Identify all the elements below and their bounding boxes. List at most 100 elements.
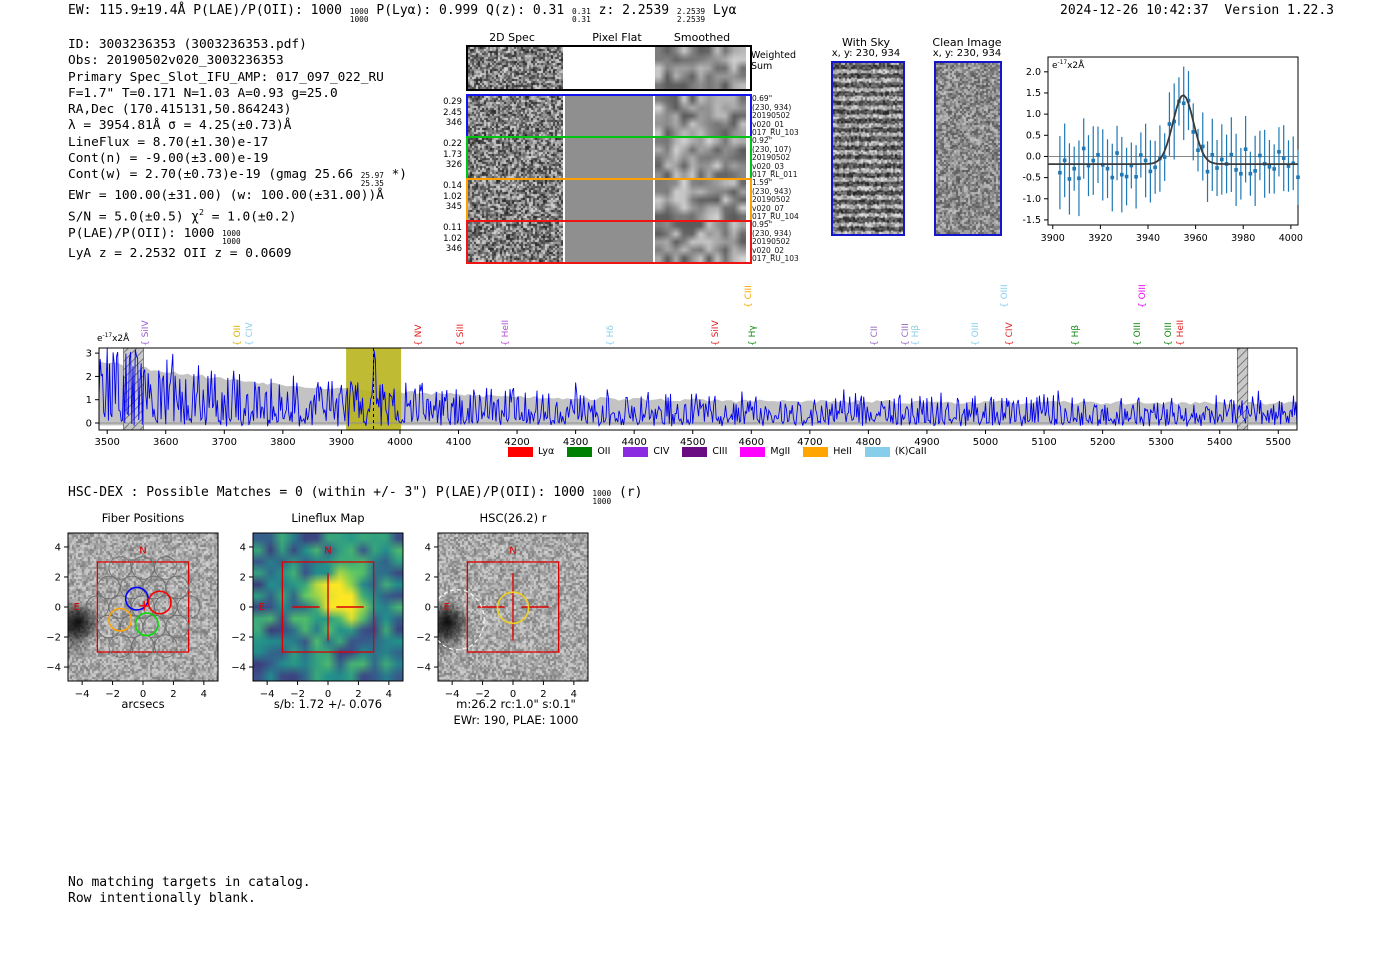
data-point bbox=[1277, 150, 1281, 154]
data-point bbox=[1239, 171, 1243, 176]
text-segment: (r) bbox=[611, 485, 643, 500]
emission-line-label: { SiIV bbox=[711, 320, 722, 346]
hsc-dex-line: HSC-DEX : Possible Matches = 0 (within +… bbox=[68, 485, 642, 506]
spec2d-row-left-labels: 0.29 2.45 346 bbox=[428, 97, 462, 129]
emission-line-label: { CIII bbox=[744, 285, 755, 308]
right-label-line: 0.92" bbox=[752, 136, 773, 145]
data-point bbox=[1091, 158, 1096, 163]
right-label-line: 20190502 bbox=[752, 237, 791, 247]
y-tick-label: 0.5 bbox=[1026, 130, 1041, 141]
data-point bbox=[1181, 101, 1186, 106]
emission-line-label: { SiII bbox=[456, 323, 467, 346]
x-tick-label: 3900 bbox=[1041, 233, 1065, 244]
legend-label: HeII bbox=[833, 446, 852, 457]
x-tick-label: −2 bbox=[290, 689, 305, 700]
fraction-bottom: 1000 bbox=[592, 496, 612, 506]
superscript: 2 bbox=[198, 207, 204, 217]
left-label-line: 0.11 bbox=[443, 223, 462, 233]
spec2d-row bbox=[466, 45, 752, 91]
cutout-overlay: −4 −4 −2 −2 0 0 2 2 4 4 N E bbox=[46, 532, 219, 700]
left-label-line: 1.02 bbox=[443, 191, 462, 202]
footer-line: No matching targets in catalog. bbox=[68, 875, 311, 890]
spec2d-row-smoothed-image bbox=[655, 222, 746, 262]
compass-north-label: N bbox=[324, 546, 331, 557]
data-point bbox=[1191, 130, 1196, 134]
selected-fiber-circle bbox=[108, 607, 133, 632]
text-segment: e bbox=[1052, 61, 1058, 71]
left-label-line: 0.14 bbox=[443, 181, 462, 191]
fraction-bottom: 2.2539 bbox=[676, 14, 706, 24]
text-segment: *) bbox=[383, 167, 408, 182]
text-segment: F=1.7" T=0.171 N=1.03 A=0.93 g=25.0 bbox=[68, 85, 338, 101]
y-tick-label: 3 bbox=[86, 349, 92, 360]
text-segment: P(Lyα): 0.999 Q(z): 0.31 bbox=[368, 3, 573, 18]
data-point bbox=[1139, 153, 1143, 157]
spec2d-header-smoothed: Smoothed bbox=[673, 31, 731, 44]
x-tick-label: 4100 bbox=[446, 437, 471, 448]
compass-east-label: E bbox=[259, 602, 265, 613]
x-tick-label: −2 bbox=[105, 689, 120, 700]
y-tick-label: -1.0 bbox=[1022, 194, 1041, 205]
cutout-title: Fiber Positions bbox=[101, 511, 185, 525]
x-tick-label: 4000 bbox=[1279, 233, 1303, 244]
fraction-top: 1000 bbox=[592, 488, 612, 498]
x-tick-label: 5300 bbox=[1148, 437, 1173, 448]
fiber-circle bbox=[97, 575, 121, 600]
emission-line-label: { Hβ bbox=[910, 324, 921, 346]
fiber-circle bbox=[131, 634, 155, 658]
y-tick-label: 0 bbox=[55, 603, 61, 614]
spectrum-unit-label: e-17x2Å bbox=[97, 333, 129, 344]
y-tick-label: 1 bbox=[86, 395, 92, 406]
right-label-line: v020_07 bbox=[752, 203, 785, 213]
fiber-circle bbox=[108, 595, 132, 619]
fraction: 1000 1000 bbox=[222, 230, 240, 246]
header-meta: 2024-12-26 10:42:37 Version 1.22.3 bbox=[1060, 3, 1334, 18]
extraction-square bbox=[96, 561, 190, 653]
legend-item: CIV bbox=[623, 446, 669, 457]
spec2d-header-pixelflat: Pixel Flat bbox=[592, 31, 642, 44]
left-label-line: 1.02 bbox=[443, 233, 462, 244]
left-label-line: 0.22 bbox=[443, 139, 462, 149]
fraction-bottom: 1000 bbox=[349, 14, 369, 24]
cutout-overlay: −4 −4 −2 −2 0 0 2 2 4 4 N E bbox=[416, 532, 589, 700]
legend-label: CIII bbox=[712, 446, 728, 457]
data-point bbox=[1077, 176, 1081, 181]
y-tick-label: 2 bbox=[55, 572, 61, 583]
x-tick-label: 3900 bbox=[329, 437, 354, 448]
y-tick-label: −4 bbox=[231, 663, 246, 674]
legend-item: CIII bbox=[682, 446, 727, 457]
legend-swatch bbox=[567, 446, 593, 457]
right-label-line: 017_RU_103 bbox=[752, 254, 799, 264]
y-tick-label: 1.0 bbox=[1026, 109, 1041, 120]
info-line: RA,Dec (170.415131,50.864243) bbox=[68, 102, 407, 118]
plot-frame bbox=[1047, 56, 1299, 226]
spec2d-row-pixelflat bbox=[565, 138, 653, 178]
x-tick-label: −4 bbox=[75, 689, 90, 700]
info-line: LyA z = 2.2532 OII z = 0.0609 bbox=[68, 246, 407, 262]
spec2d-row-2dspec-image bbox=[468, 222, 563, 262]
header-summary-line: EW: 115.9±19.4Å P(LAE)/P(OII): 1000 1000… bbox=[68, 3, 736, 24]
info-line: λ = 3954.81Å σ = 4.25(±0.73)Å bbox=[68, 118, 407, 134]
x-tick-label: 3500 bbox=[94, 437, 119, 448]
right-label-line: 0.95" bbox=[752, 220, 773, 229]
data-point bbox=[1129, 163, 1134, 168]
data-point bbox=[1234, 168, 1238, 172]
fiber-circle bbox=[176, 595, 201, 619]
aperture-circle bbox=[496, 591, 530, 625]
y-tick-label: −2 bbox=[231, 633, 246, 644]
x-tick-label: 4600 bbox=[739, 437, 764, 448]
text-segment: LyA z = 2.2532 OII z = 0.0609 bbox=[68, 246, 292, 262]
x-tick-label: 3940 bbox=[1136, 233, 1160, 244]
data-point bbox=[1200, 144, 1205, 149]
x-tick-label: 3960 bbox=[1184, 233, 1208, 244]
x-tick-label: 0 bbox=[325, 689, 331, 700]
text-segment: EW: 115.9±19.4Å P(LAE)/P(OII): 1000 bbox=[68, 3, 350, 18]
y-tick-label: −2 bbox=[46, 633, 61, 644]
legend-label: (K)CaII bbox=[894, 446, 927, 457]
data-point bbox=[1272, 167, 1276, 171]
full-spectrum-plot: 3500 3600 3700 3800 3900 4000 4100 4200 4300 4400… bbox=[86, 347, 1298, 448]
data-point bbox=[1210, 153, 1215, 157]
data-point bbox=[1148, 169, 1153, 174]
